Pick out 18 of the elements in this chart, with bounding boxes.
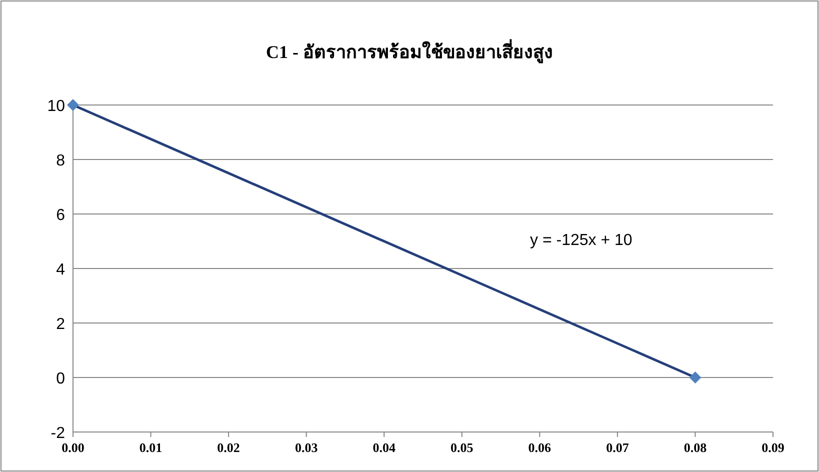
annotation: y = -125x + 10 — [530, 232, 632, 249]
x-tick-label: 0.01 — [139, 440, 162, 455]
y-tick-label: -2 — [50, 425, 66, 442]
y-tick-label: 4 — [56, 262, 66, 278]
x-tick-label: 0.00 — [62, 440, 84, 455]
y-tick-label: 10 — [47, 98, 66, 115]
x-tick-label: 0.08 — [684, 440, 708, 455]
x-tick-label: 0.07 — [606, 440, 630, 455]
x-tick-label: 0.03 — [294, 440, 318, 455]
x-tick-label: 0.05 — [450, 440, 474, 455]
y-tick-label: 2 — [56, 316, 66, 333]
x-tick-label: 0.02 — [217, 440, 240, 455]
x-tick-label: 0.04 — [372, 440, 396, 455]
y-tick-label: 6 — [56, 207, 66, 224]
x-tick-label: 0.09 — [762, 440, 785, 455]
x-tick-label: 0.06 — [528, 440, 552, 455]
y-tick-label: 8 — [56, 152, 66, 170]
y-tick-label: 0 — [56, 370, 66, 388]
